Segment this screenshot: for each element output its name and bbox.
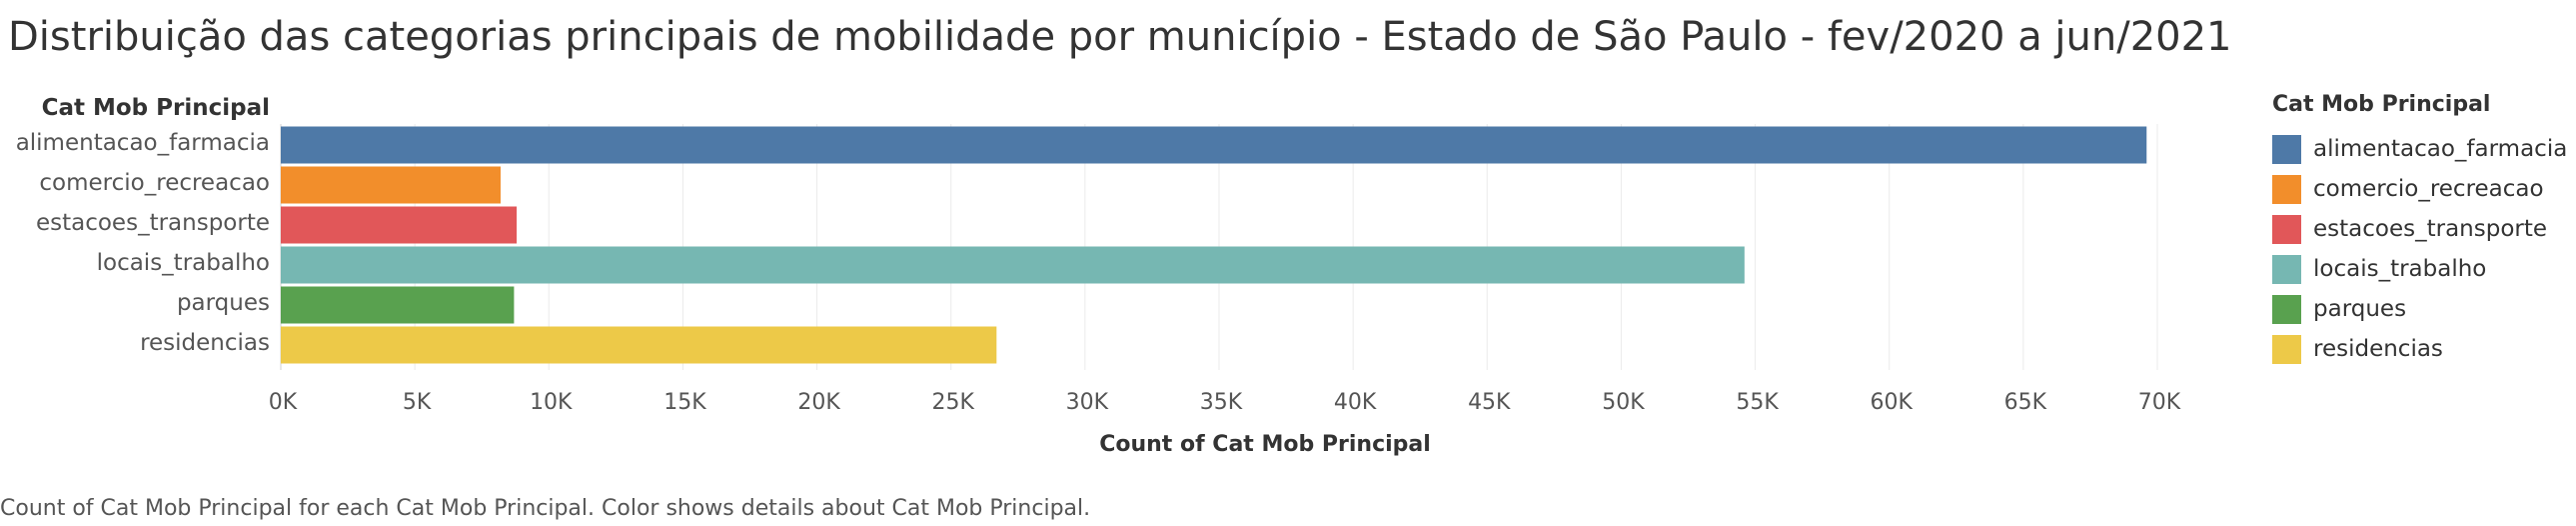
category-label: parques — [176, 290, 270, 316]
legend-label: alimentacao_farmacia — [2313, 136, 2568, 162]
legend-swatch — [2272, 174, 2301, 204]
legend-item[interactable]: alimentacao_farmacia — [2272, 129, 2572, 169]
x-tick-label: 20K — [797, 390, 840, 415]
legend-label: estacoes_transporte — [2313, 216, 2548, 242]
category-label: comercio_recreacao — [39, 170, 270, 196]
x-tick-label: 55K — [1736, 390, 1779, 415]
legend-label: locais_trabalho — [2313, 256, 2487, 282]
legend-label: comercio_recreacao — [2313, 176, 2544, 202]
x-tick-label: 60K — [1871, 390, 1914, 415]
bar-alimentacao-farmacia[interactable] — [281, 126, 2147, 164]
category-label: locais_trabalho — [96, 250, 270, 276]
legend-swatch — [2272, 334, 2301, 364]
bar-estacoes-transporte[interactable] — [281, 206, 518, 244]
caption: Count of Cat Mob Principal for each Cat … — [0, 496, 1091, 521]
bar-locais-trabalho[interactable] — [281, 246, 1745, 284]
legend-title: Cat Mob Principal — [2272, 92, 2491, 117]
x-tick-label: 45K — [1468, 390, 1511, 415]
legend-swatch — [2272, 214, 2301, 244]
bar-residencias[interactable] — [281, 326, 997, 364]
legend-item[interactable]: comercio_recreacao — [2272, 169, 2572, 209]
legend-item[interactable]: residencias — [2272, 329, 2572, 369]
x-tick-label: 15K — [663, 390, 706, 415]
legend-label: residencias — [2313, 336, 2443, 362]
x-tick-label: 35K — [1200, 390, 1243, 415]
chart-title: Distribuição das categorias principais d… — [8, 14, 2232, 60]
x-axis-title: Count of Cat Mob Principal — [1099, 432, 1431, 457]
bar-parques[interactable] — [281, 286, 515, 324]
x-tick-label: 65K — [2004, 390, 2047, 415]
row-header: Cat Mob Principal — [41, 95, 270, 121]
x-tick-label: 30K — [1066, 390, 1109, 415]
legend-swatch — [2272, 254, 2301, 284]
legend-swatch — [2272, 294, 2301, 324]
x-tick-label: 0K — [269, 390, 298, 415]
legend-label: parques — [2313, 296, 2407, 322]
legend-item[interactable]: locais_trabalho — [2272, 249, 2572, 289]
legend-swatch — [2272, 134, 2301, 164]
x-tick-label: 10K — [530, 390, 573, 415]
category-label: residencias — [140, 330, 270, 356]
x-tick-label: 70K — [2138, 390, 2181, 415]
x-tick-label: 40K — [1334, 390, 1377, 415]
x-tick-label: 25K — [932, 390, 975, 415]
category-label: estacoes_transporte — [35, 210, 270, 236]
x-tick-label: 50K — [1602, 390, 1645, 415]
category-label: alimentacao_farmacia — [15, 130, 270, 156]
legend-item[interactable]: parques — [2272, 289, 2572, 329]
x-tick-label: 5K — [403, 390, 432, 415]
bar-comercio-recreacao[interactable] — [281, 166, 501, 204]
legend-item[interactable]: estacoes_transporte — [2272, 209, 2572, 249]
